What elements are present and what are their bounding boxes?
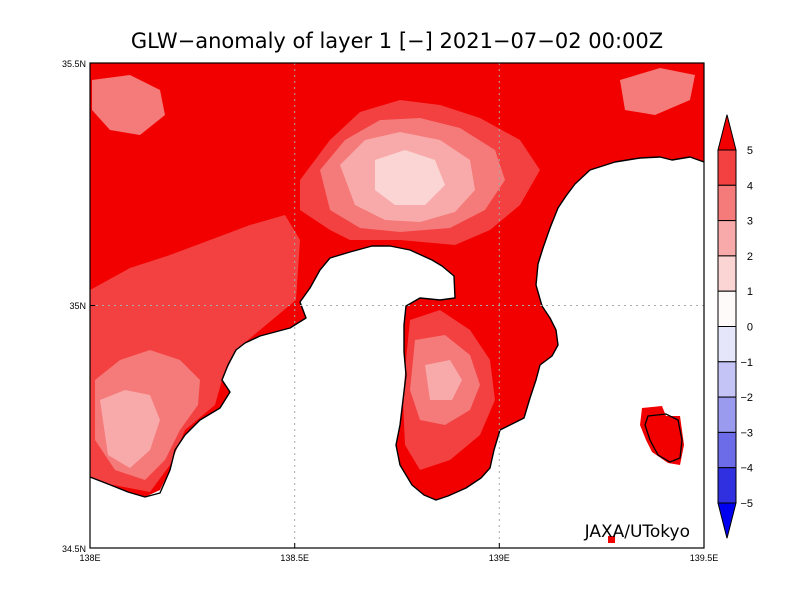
island-coastline (644, 413, 683, 463)
lat-label-35N: 35N (69, 301, 86, 311)
map-panel (90, 63, 704, 548)
colorbar-segment (717, 326, 737, 363)
colorbar-extend-top (717, 114, 737, 151)
colorbar-label: −2 (740, 392, 753, 404)
small-islet (608, 536, 615, 543)
colorbar-label: −1 (740, 357, 753, 369)
map-title: GLW−anomaly of layer 1 [−] 2021−07−02 00… (131, 29, 663, 53)
lat-label-34.5N: 34.5N (62, 544, 86, 554)
anomaly-zone-1 (375, 150, 445, 205)
colorbar-label: 3 (747, 216, 753, 228)
lon-label-138.5E: 138.5E (280, 553, 309, 563)
anomaly-zone-3-northeast (620, 68, 695, 115)
coastline (90, 156, 704, 501)
colorbar-segment (717, 255, 737, 292)
lon-label-138E: 138E (79, 553, 100, 563)
lat-label-35.5N: 35.5N (62, 59, 86, 69)
colorbar-segment (717, 220, 737, 257)
colorbar-segment (717, 396, 737, 433)
colorbar-segment (717, 184, 737, 222)
colorbar-label: −3 (740, 427, 753, 439)
anomaly-zone-2-southwest (100, 390, 160, 468)
anomaly-zone-3-northwest (92, 75, 165, 135)
colorbar-label: 0 (747, 322, 753, 334)
colorbar-segment (717, 149, 737, 186)
colorbar-segment (717, 290, 737, 328)
colorbar-segment (717, 467, 737, 504)
colorbar-segment (717, 361, 737, 398)
colorbar-label: −5 (740, 498, 753, 510)
tick-marks (90, 305, 500, 548)
colorbar-segment (717, 431, 737, 469)
colorbar: 5 4 3 2 1 0 −1 −2 −3 −4 −5 (717, 114, 753, 539)
colorbar-label: −4 (740, 463, 753, 475)
lon-label-139.5E: 139.5E (690, 553, 719, 563)
credit-label: JAXA/UTokyo (584, 522, 690, 542)
colorbar-extend-bottom (717, 502, 737, 539)
anomaly-zone-2-izu (425, 360, 462, 400)
colorbar-label: 4 (747, 180, 753, 192)
land-anomaly-field (90, 63, 704, 500)
colorbar-label: 2 (747, 251, 753, 263)
colorbar-label: 1 (747, 286, 753, 298)
colorbar-label: 5 (747, 145, 753, 157)
island-anomaly-field (640, 406, 684, 465)
lon-label-139E: 139E (489, 553, 510, 563)
